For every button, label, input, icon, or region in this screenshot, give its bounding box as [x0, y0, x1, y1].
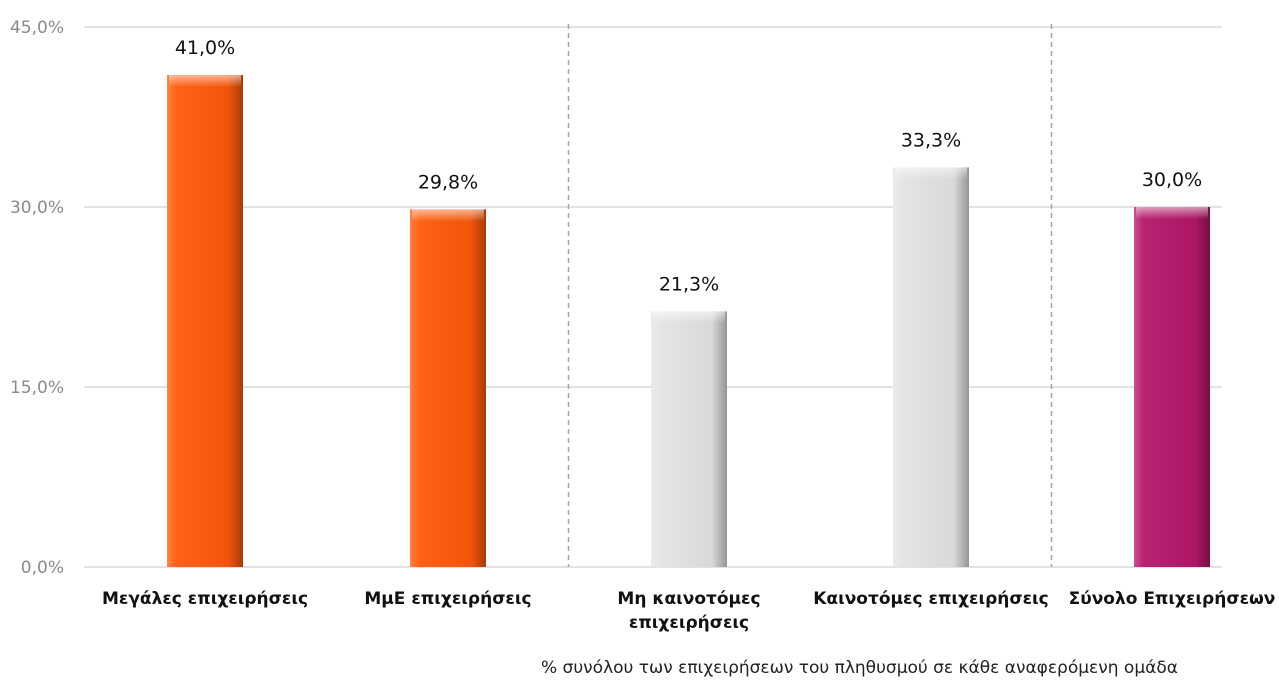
- bar-bevel: [1136, 207, 1208, 219]
- category-labels: Μεγάλες επιχειρήσεις ΜμΕ επιχειρήσεις Μη κ…: [102, 589, 1275, 633]
- bar-shade: [893, 167, 969, 567]
- bar: [167, 75, 243, 567]
- bar-shade: [651, 311, 727, 567]
- bar: [893, 167, 969, 567]
- data-label: 21,3%: [659, 273, 719, 295]
- bars: [167, 75, 1210, 567]
- bar-bevel: [653, 311, 725, 324]
- category-label: Μεγάλες επιχειρήσεις: [102, 589, 308, 609]
- y-tick-label: 30,0%: [10, 198, 64, 218]
- y-tick-label: 45,0%: [10, 18, 64, 38]
- bar: [410, 209, 486, 567]
- y-axis-ticks: 0,0% 15,0% 30,0% 45,0%: [10, 18, 64, 578]
- data-label: 41,0%: [175, 37, 235, 59]
- category-label-line: Μη καινοτόμες: [617, 589, 760, 609]
- category-label: Καινοτόμες επιχειρήσεις: [813, 589, 1049, 609]
- category-label: Μη καινοτόμες επιχειρήσεις: [617, 589, 760, 633]
- bar: [1134, 207, 1210, 567]
- y-tick-label: 15,0%: [10, 378, 64, 398]
- bar-bevel: [895, 167, 967, 180]
- bar-shade: [167, 75, 243, 567]
- data-label: 29,8%: [418, 171, 478, 193]
- bar: [651, 311, 727, 567]
- group-separators: [567, 24, 1053, 567]
- category-label-line: Καινοτόμες επιχειρήσεις: [813, 589, 1049, 609]
- category-label-line: επιχειρήσεις: [629, 613, 749, 633]
- category-label-line: Μεγάλες επιχειρήσεις: [102, 589, 308, 609]
- category-label-line: Σύνολο Επιχειρήσεων: [1069, 589, 1276, 609]
- data-labels: 41,0% 29,8% 21,3% 33,3% 30,0%: [175, 37, 1202, 295]
- category-label: ΜμΕ επιχειρήσεις: [364, 589, 531, 609]
- y-tick-label: 0,0%: [21, 558, 64, 578]
- data-label: 30,0%: [1142, 169, 1202, 191]
- data-label: 33,3%: [901, 129, 961, 151]
- bar-shade: [410, 209, 486, 567]
- bar-shade: [1134, 207, 1210, 567]
- bar-bevel: [412, 209, 484, 222]
- category-label: Σύνολο Επιχειρήσεων: [1069, 589, 1276, 609]
- footnote: % συνόλου των επιχειρήσεων του πληθυσμού…: [541, 658, 1178, 678]
- category-label-line: ΜμΕ επιχειρήσεις: [364, 589, 531, 609]
- bar-bevel: [169, 75, 241, 87]
